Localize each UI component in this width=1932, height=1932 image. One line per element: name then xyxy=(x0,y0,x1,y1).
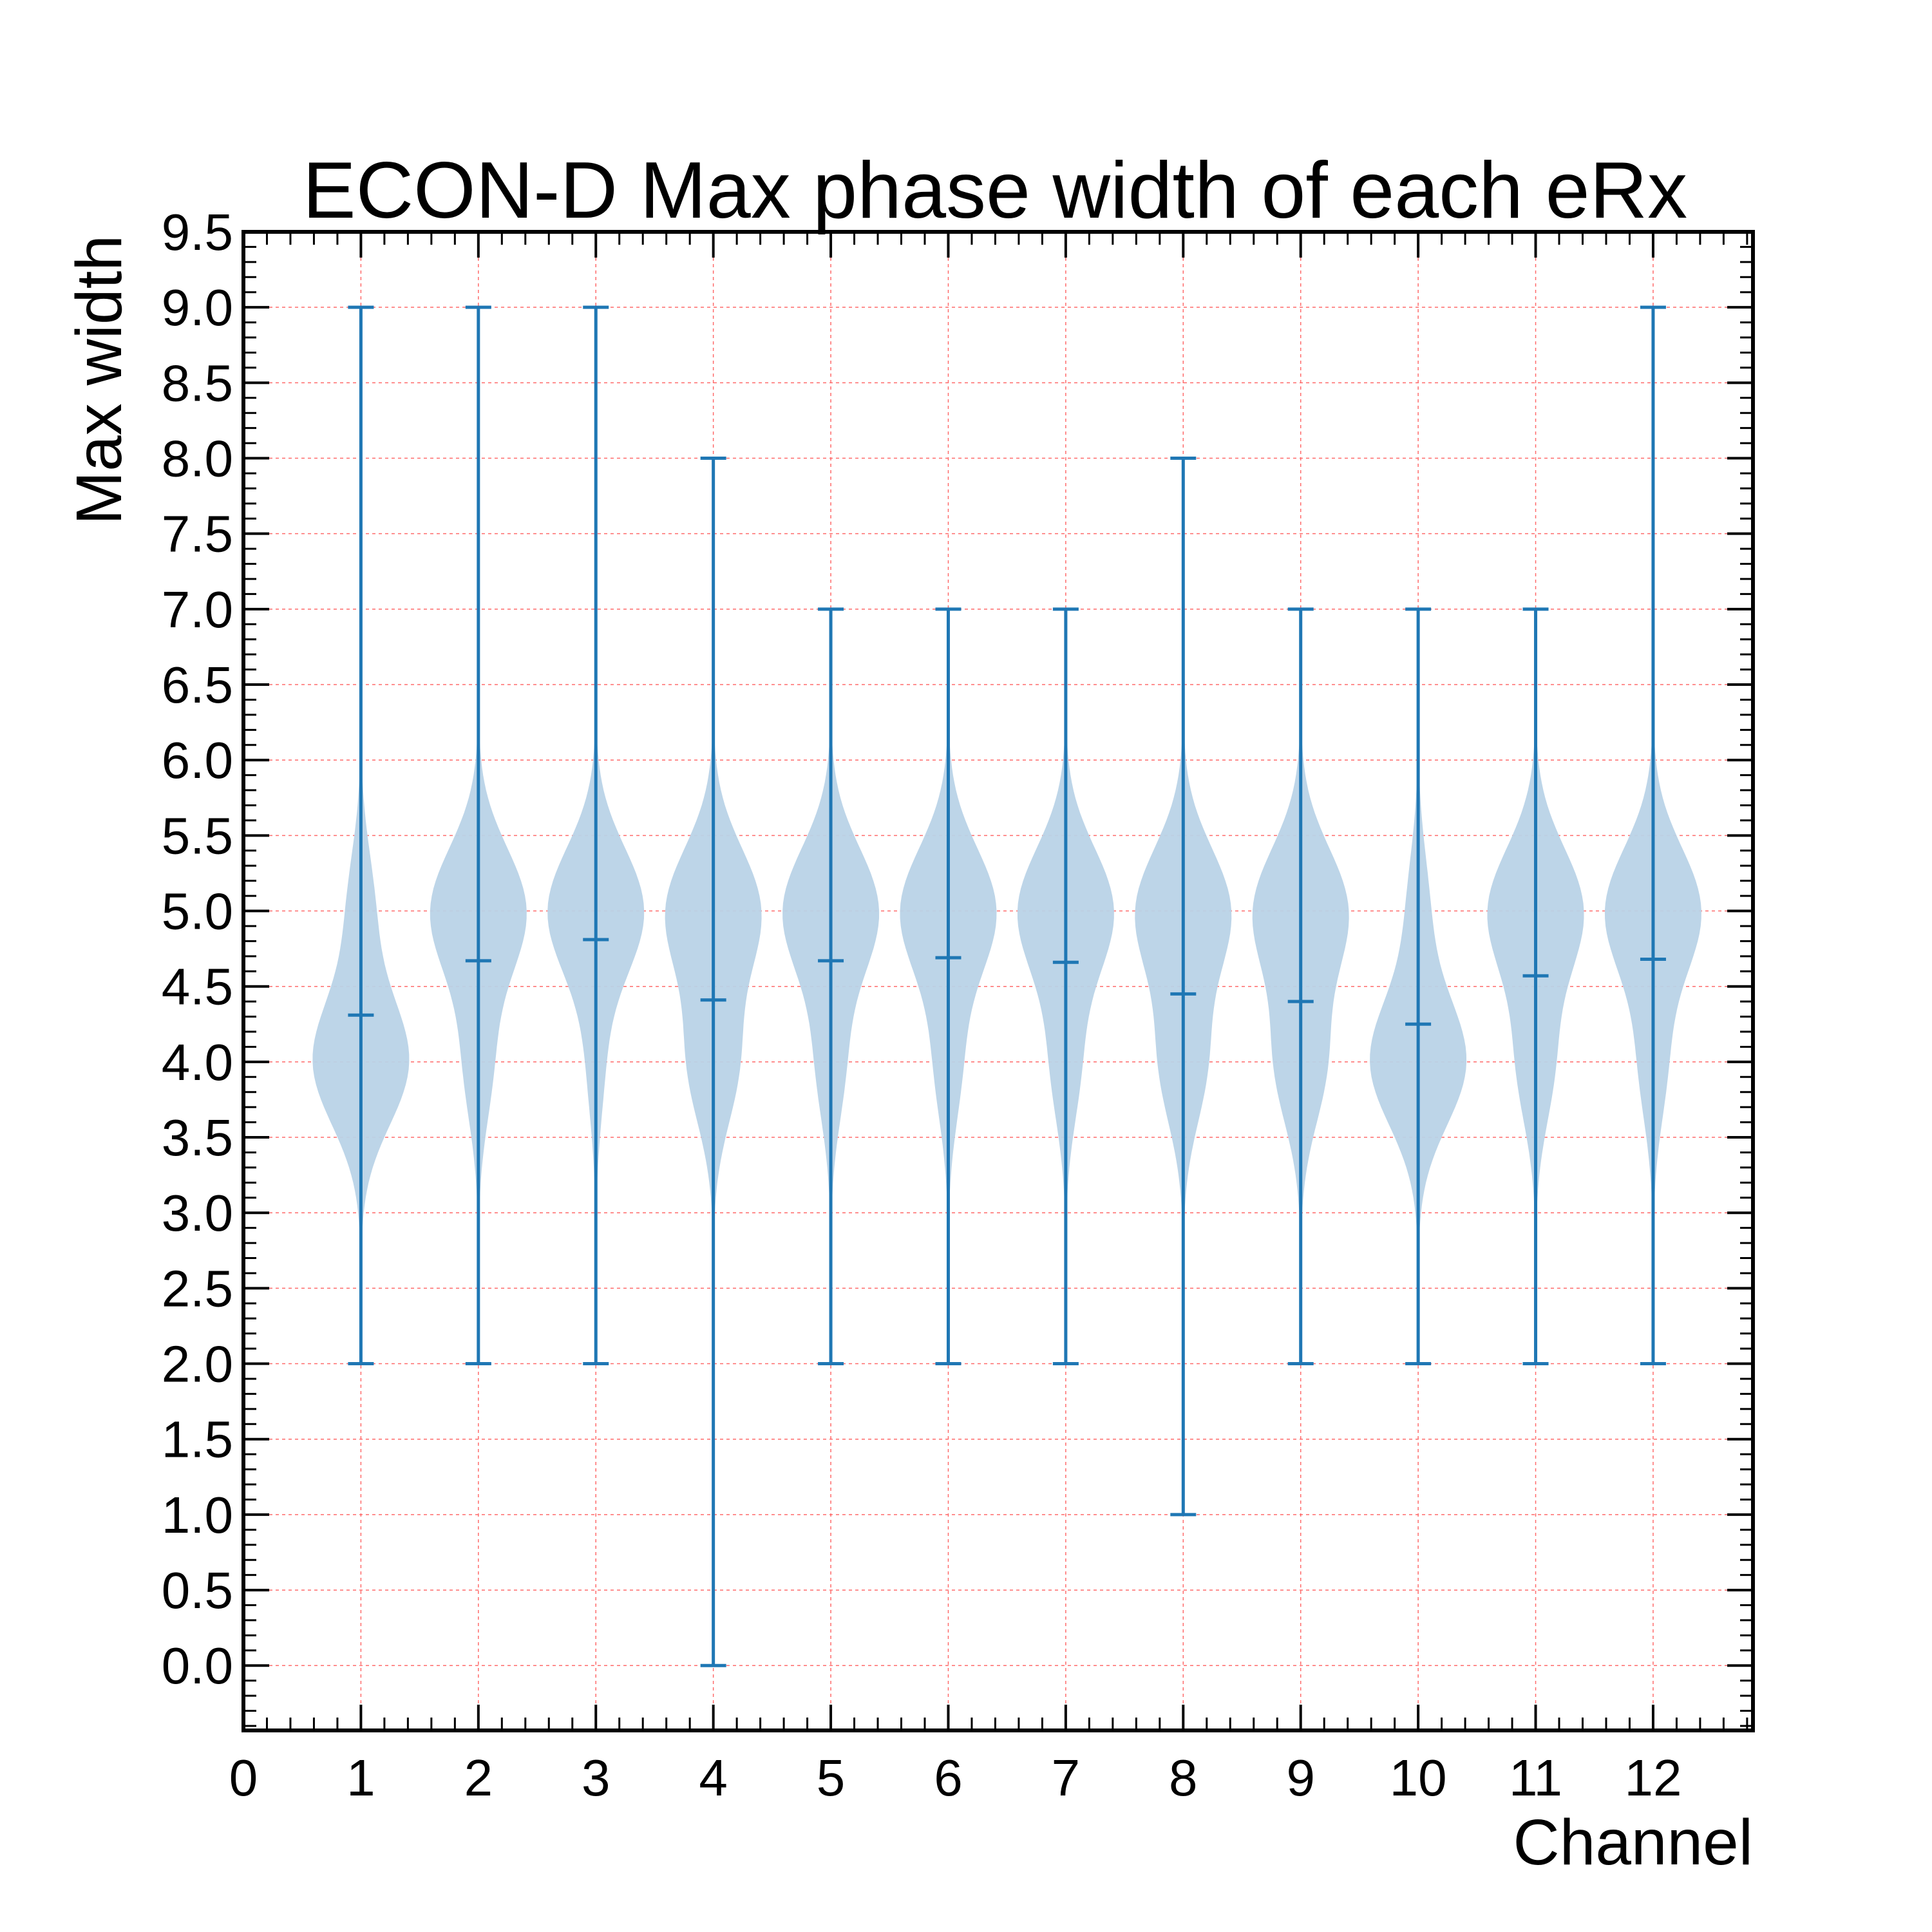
y-tick-label: 0.0 xyxy=(162,1637,233,1694)
y-tick-label: 4.5 xyxy=(162,958,233,1016)
y-tick-label: 5.5 xyxy=(162,807,233,864)
y-tick-label: 8.0 xyxy=(162,430,233,488)
y-tick-label: 8.5 xyxy=(162,354,233,412)
y-tick-label: 0.5 xyxy=(162,1562,233,1619)
x-tick-label: 8 xyxy=(1169,1749,1198,1806)
tick-labels: 0 1 2 3 4 5 6 7 8 9 10 11 120.00.51.01.52.02.53.03.5… xyxy=(162,204,1682,1806)
y-tick-label: 3.5 xyxy=(162,1109,233,1166)
x-tick-label: 0 xyxy=(229,1749,258,1806)
y-tick-label: 4.0 xyxy=(162,1034,233,1091)
x-tick-label: 12 xyxy=(1624,1749,1681,1806)
y-tick-label: 9.5 xyxy=(162,204,233,261)
x-axis-label: Channel xyxy=(1513,1806,1753,1879)
y-tick-label: 7.0 xyxy=(162,581,233,638)
y-tick-label: 2.0 xyxy=(162,1336,233,1393)
y-tick-label: 2.5 xyxy=(162,1260,233,1317)
grid-lines xyxy=(243,232,1753,1730)
y-tick-label: 1.0 xyxy=(162,1486,233,1544)
y-tick-label: 9.0 xyxy=(162,279,233,336)
violin-series xyxy=(312,305,1701,1667)
x-tick-label: 9 xyxy=(1286,1749,1315,1806)
y-tick-label: 1.5 xyxy=(162,1411,233,1468)
y-tick-label: 6.0 xyxy=(162,732,233,789)
y-tick-label: 3.0 xyxy=(162,1184,233,1242)
x-tick-label: 4 xyxy=(699,1749,728,1806)
x-tick-label: 7 xyxy=(1052,1749,1081,1806)
axis-ticks xyxy=(242,231,1753,1730)
x-tick-label: 2 xyxy=(464,1749,493,1806)
x-tick-label: 11 xyxy=(1509,1749,1562,1806)
x-tick-label: 5 xyxy=(817,1749,846,1806)
x-tick-label: 1 xyxy=(346,1749,375,1806)
y-axis-label: Max width xyxy=(63,235,135,525)
plot-frame xyxy=(242,230,1755,1732)
x-tick-label: 10 xyxy=(1390,1749,1447,1806)
y-tick-label: 6.5 xyxy=(162,656,233,714)
x-tick-label: 3 xyxy=(582,1749,611,1806)
x-tick-label: 6 xyxy=(934,1749,963,1806)
y-tick-label: 5.0 xyxy=(162,883,233,940)
chart-title: ECON-D Max phase width of each eRx xyxy=(303,146,1687,235)
y-tick-label: 7.5 xyxy=(162,506,233,563)
